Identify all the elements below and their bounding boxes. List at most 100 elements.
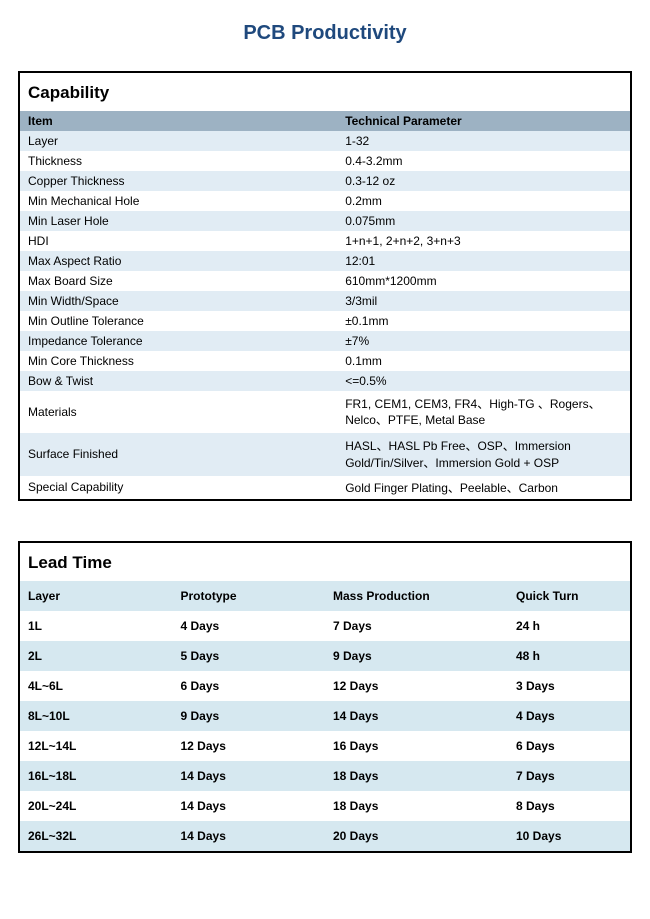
capability-value: 0.1mm — [337, 351, 630, 371]
table-row: Bow & Twist<=0.5% — [20, 371, 630, 391]
capability-item: Copper Thickness — [20, 171, 337, 191]
capability-value: 0.075mm — [337, 211, 630, 231]
table-row: 20L~24L14 Days18 Days8 Days — [20, 791, 630, 821]
table-row: 1L4 Days7 Days24 h — [20, 611, 630, 641]
leadtime-mass: 18 Days — [325, 761, 508, 791]
capability-value: 610mm*1200mm — [337, 271, 630, 291]
leadtime-col-prototype: Prototype — [173, 581, 326, 611]
leadtime-quick: 4 Days — [508, 701, 630, 731]
leadtime-prototype: 5 Days — [173, 641, 326, 671]
capability-item: Max Board Size — [20, 271, 337, 291]
leadtime-prototype: 4 Days — [173, 611, 326, 641]
capability-value: 0.4-3.2mm — [337, 151, 630, 171]
leadtime-quick: 24 h — [508, 611, 630, 641]
table-row: Min Mechanical Hole0.2mm — [20, 191, 630, 211]
capability-item: Max Aspect Ratio — [20, 251, 337, 271]
capability-item: Min Mechanical Hole — [20, 191, 337, 211]
leadtime-mass: 14 Days — [325, 701, 508, 731]
table-row: 16L~18L14 Days18 Days7 Days — [20, 761, 630, 791]
capability-table: Item Technical Parameter Layer1-32Thickn… — [20, 111, 630, 499]
leadtime-prototype: 14 Days — [173, 761, 326, 791]
table-row: Surface FinishedHASL、HASL Pb Free、OSP、Im… — [20, 433, 630, 475]
table-row: Layer1-32 — [20, 131, 630, 151]
page-title: PCB Productivity — [0, 22, 650, 45]
leadtime-quick: 8 Days — [508, 791, 630, 821]
capability-value: HASL、HASL Pb Free、OSP、Immersion Gold/Tin… — [337, 433, 630, 475]
capability-heading: Capability — [20, 73, 630, 111]
capability-value: ±0.1mm — [337, 311, 630, 331]
table-row: HDI1+n+1, 2+n+2, 3+n+3 — [20, 231, 630, 251]
capability-value: Gold Finger Plating、Peelable、Carbon — [337, 476, 630, 499]
capability-box: Capability Item Technical Parameter Laye… — [18, 71, 632, 501]
leadtime-prototype: 9 Days — [173, 701, 326, 731]
table-row: Copper Thickness0.3-12 oz — [20, 171, 630, 191]
leadtime-col-layer: Layer — [20, 581, 173, 611]
leadtime-quick: 10 Days — [508, 821, 630, 851]
table-row: Min Outline Tolerance±0.1mm — [20, 311, 630, 331]
capability-item: Min Width/Space — [20, 291, 337, 311]
leadtime-col-mass: Mass Production — [325, 581, 508, 611]
table-row: 2L5 Days9 Days48 h — [20, 641, 630, 671]
leadtime-layer: 4L~6L — [20, 671, 173, 701]
table-row: Thickness0.4-3.2mm — [20, 151, 630, 171]
capability-item: Min Core Thickness — [20, 351, 337, 371]
leadtime-table: Layer Prototype Mass Production Quick Tu… — [20, 581, 630, 851]
table-row: Min Width/Space3/3mil — [20, 291, 630, 311]
leadtime-prototype: 6 Days — [173, 671, 326, 701]
capability-item: Materials — [20, 391, 337, 433]
leadtime-mass: 7 Days — [325, 611, 508, 641]
leadtime-layer: 8L~10L — [20, 701, 173, 731]
leadtime-mass: 20 Days — [325, 821, 508, 851]
leadtime-mass: 12 Days — [325, 671, 508, 701]
leadtime-mass: 16 Days — [325, 731, 508, 761]
capability-header-row: Item Technical Parameter — [20, 111, 630, 131]
leadtime-layer: 12L~14L — [20, 731, 173, 761]
capability-item: Layer — [20, 131, 337, 151]
table-row: Max Board Size610mm*1200mm — [20, 271, 630, 291]
table-row: Min Laser Hole0.075mm — [20, 211, 630, 231]
capability-item: Min Outline Tolerance — [20, 311, 337, 331]
leadtime-layer: 1L — [20, 611, 173, 641]
leadtime-quick: 7 Days — [508, 761, 630, 791]
capability-value: 1-32 — [337, 131, 630, 151]
leadtime-mass: 9 Days — [325, 641, 508, 671]
leadtime-box: Lead Time Layer Prototype Mass Productio… — [18, 541, 632, 853]
table-row: 12L~14L12 Days16 Days6 Days — [20, 731, 630, 761]
capability-item: Bow & Twist — [20, 371, 337, 391]
leadtime-quick: 6 Days — [508, 731, 630, 761]
leadtime-quick: 3 Days — [508, 671, 630, 701]
leadtime-layer: 2L — [20, 641, 173, 671]
capability-item: Min Laser Hole — [20, 211, 337, 231]
capability-value: 12:01 — [337, 251, 630, 271]
table-row: Min Core Thickness0.1mm — [20, 351, 630, 371]
capability-item: Special Capability — [20, 476, 337, 499]
table-row: 4L~6L6 Days12 Days3 Days — [20, 671, 630, 701]
leadtime-quick: 48 h — [508, 641, 630, 671]
capability-value: ±7% — [337, 331, 630, 351]
leadtime-body: 1L4 Days7 Days24 h2L5 Days9 Days48 h4L~6… — [20, 611, 630, 851]
capability-value: 0.2mm — [337, 191, 630, 211]
capability-col-item: Item — [20, 111, 337, 131]
table-row: Max Aspect Ratio12:01 — [20, 251, 630, 271]
leadtime-mass: 18 Days — [325, 791, 508, 821]
capability-value: FR1, CEM1, CEM3, FR4、High-TG 、Rogers、Nel… — [337, 391, 630, 433]
capability-value: 3/3mil — [337, 291, 630, 311]
capability-value: <=0.5% — [337, 371, 630, 391]
table-row: MaterialsFR1, CEM1, CEM3, FR4、High-TG 、R… — [20, 391, 630, 433]
capability-item: Impedance Tolerance — [20, 331, 337, 351]
leadtime-prototype: 12 Days — [173, 731, 326, 761]
capability-col-param: Technical Parameter — [337, 111, 630, 131]
leadtime-prototype: 14 Days — [173, 821, 326, 851]
leadtime-layer: 26L~32L — [20, 821, 173, 851]
table-row: 26L~32L14 Days20 Days10 Days — [20, 821, 630, 851]
leadtime-layer: 20L~24L — [20, 791, 173, 821]
leadtime-col-quick: Quick Turn — [508, 581, 630, 611]
leadtime-header-row: Layer Prototype Mass Production Quick Tu… — [20, 581, 630, 611]
table-row: Impedance Tolerance±7% — [20, 331, 630, 351]
capability-value: 0.3-12 oz — [337, 171, 630, 191]
table-row: Special CapabilityGold Finger Plating、Pe… — [20, 476, 630, 499]
leadtime-layer: 16L~18L — [20, 761, 173, 791]
capability-item: Surface Finished — [20, 433, 337, 475]
leadtime-heading: Lead Time — [20, 543, 630, 581]
leadtime-prototype: 14 Days — [173, 791, 326, 821]
